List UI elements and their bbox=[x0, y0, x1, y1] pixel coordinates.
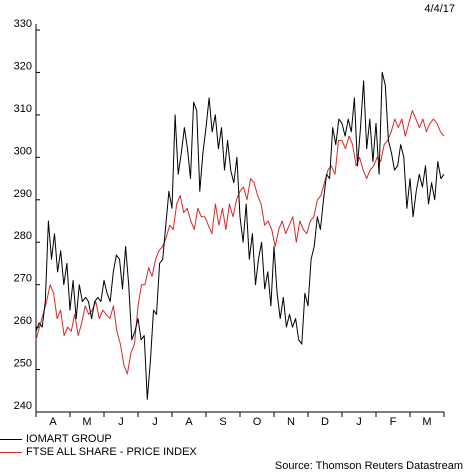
legend-item-ftse: FTSE ALL SHARE - PRICE INDEX bbox=[0, 446, 197, 458]
y-tick-label: 300 bbox=[14, 145, 32, 157]
y-tick-label: 310 bbox=[14, 103, 32, 115]
y-tick-label: 290 bbox=[14, 188, 32, 200]
x-tick-label: M bbox=[82, 416, 91, 428]
series-line-ftse bbox=[35, 110, 445, 375]
y-tick-label: 270 bbox=[14, 273, 32, 285]
price-chart: 240 250 260 270 280 290 300 310 320 330 A M J J A S O N D… bbox=[14, 18, 445, 428]
legend-item-iomart: IOMART GROUP bbox=[0, 433, 112, 445]
x-tick-label: A bbox=[49, 416, 57, 428]
series-line-iomart bbox=[35, 71, 445, 400]
y-axis: 240 250 260 270 280 290 300 310 320 330 bbox=[14, 18, 40, 413]
x-tick-label: M bbox=[422, 416, 431, 428]
y-tick-label: 250 bbox=[14, 358, 32, 370]
y-tick-label: 240 bbox=[14, 400, 32, 412]
y-tick-label: 330 bbox=[14, 18, 32, 30]
x-tick-label: D bbox=[321, 416, 329, 428]
x-tick-label: O bbox=[253, 416, 262, 428]
x-tick-label: F bbox=[390, 416, 397, 428]
source-note: Source: Thomson Reuters Datastream bbox=[274, 460, 463, 472]
y-tick-label: 260 bbox=[14, 315, 32, 327]
x-tick-label: N bbox=[287, 416, 295, 428]
x-tick-label: J bbox=[118, 416, 124, 428]
series-lines bbox=[35, 71, 445, 400]
x-tick-label: J bbox=[152, 416, 158, 428]
date-label: 4/4/17 bbox=[424, 3, 455, 15]
x-tick-label: A bbox=[185, 416, 193, 428]
x-tick-label: J bbox=[356, 416, 362, 428]
x-tick-label: S bbox=[219, 416, 226, 428]
legend-swatch-red bbox=[0, 451, 22, 453]
y-tick-label: 320 bbox=[14, 60, 32, 72]
y-tick-label: 280 bbox=[14, 230, 32, 242]
legend-swatch-black bbox=[0, 438, 22, 440]
legend-label-ftse: FTSE ALL SHARE - PRICE INDEX bbox=[26, 446, 197, 458]
legend-label-iomart: IOMART GROUP bbox=[26, 433, 112, 445]
